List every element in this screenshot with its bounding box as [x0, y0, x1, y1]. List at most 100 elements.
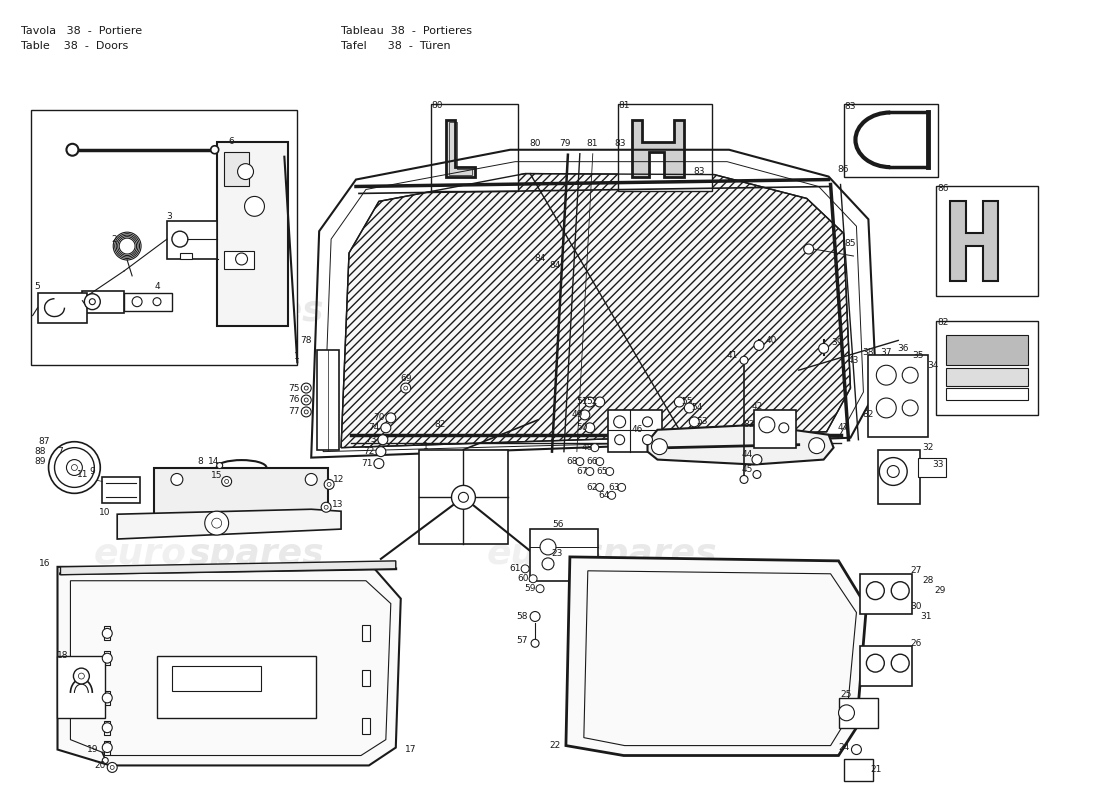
Circle shape [301, 395, 311, 405]
Circle shape [381, 423, 390, 433]
Circle shape [879, 458, 908, 486]
Circle shape [877, 398, 896, 418]
Bar [104, 691, 110, 705]
Text: 68: 68 [566, 457, 578, 466]
Text: 12: 12 [333, 475, 344, 484]
Text: 49: 49 [571, 410, 583, 419]
Circle shape [327, 482, 331, 486]
Polygon shape [565, 557, 867, 755]
Text: 38: 38 [862, 348, 874, 357]
Text: 10: 10 [99, 508, 110, 517]
Bar [223, 152, 249, 186]
Text: 86: 86 [838, 165, 849, 174]
Text: 24: 24 [838, 743, 849, 752]
Polygon shape [648, 425, 834, 465]
Bar [82, 290, 124, 313]
Circle shape [642, 417, 652, 427]
Circle shape [102, 742, 112, 753]
Text: 57: 57 [516, 636, 528, 645]
Text: 63: 63 [608, 483, 619, 492]
Text: 61: 61 [509, 564, 521, 574]
Circle shape [224, 479, 229, 483]
Text: 65: 65 [596, 467, 607, 476]
Circle shape [102, 693, 112, 703]
Text: 18: 18 [57, 650, 68, 660]
Text: 44: 44 [741, 450, 752, 459]
Bar [37, 293, 87, 322]
Circle shape [531, 639, 539, 647]
Bar [844, 759, 873, 782]
Circle shape [752, 454, 762, 465]
Text: 41: 41 [726, 351, 738, 360]
Circle shape [585, 397, 595, 407]
Text: 56: 56 [552, 520, 563, 529]
Circle shape [615, 434, 625, 445]
Circle shape [324, 479, 334, 490]
Text: 71: 71 [361, 459, 373, 468]
Circle shape [48, 442, 100, 494]
Circle shape [89, 298, 96, 305]
Circle shape [585, 423, 595, 433]
Circle shape [674, 397, 684, 407]
Text: 8: 8 [197, 457, 202, 466]
Circle shape [529, 574, 537, 582]
Circle shape [72, 465, 77, 470]
Circle shape [305, 386, 308, 390]
Text: 74: 74 [368, 423, 379, 432]
Circle shape [132, 297, 142, 306]
Circle shape [891, 654, 910, 672]
Polygon shape [57, 567, 400, 766]
Text: 37: 37 [880, 348, 892, 357]
Bar [167, 222, 217, 259]
Text: 36: 36 [898, 344, 909, 353]
Bar [104, 741, 110, 754]
Text: 32: 32 [923, 443, 934, 452]
Bar [838, 698, 878, 728]
Circle shape [606, 467, 614, 475]
Text: 83: 83 [845, 102, 856, 110]
Circle shape [877, 366, 896, 385]
Circle shape [55, 448, 95, 487]
Bar [860, 646, 912, 686]
Text: 60: 60 [517, 574, 529, 583]
Circle shape [521, 565, 529, 573]
Circle shape [607, 491, 616, 499]
Text: 82: 82 [434, 420, 447, 430]
Text: 16: 16 [39, 559, 51, 568]
Polygon shape [631, 120, 684, 177]
Circle shape [301, 407, 311, 417]
Circle shape [804, 244, 814, 254]
Text: 88: 88 [35, 447, 46, 456]
Bar [530, 529, 597, 581]
Text: 83: 83 [614, 139, 626, 148]
Circle shape [211, 146, 219, 154]
Text: 86: 86 [937, 184, 949, 193]
Bar [317, 350, 339, 450]
Circle shape [779, 423, 789, 433]
Bar [157, 656, 316, 718]
Text: 25: 25 [840, 690, 852, 699]
Bar [57, 656, 106, 718]
Circle shape [153, 298, 161, 306]
Bar [362, 626, 370, 642]
Circle shape [305, 474, 317, 486]
Text: 82: 82 [862, 410, 874, 419]
Bar [180, 253, 191, 259]
Text: 15: 15 [211, 471, 222, 480]
Polygon shape [118, 510, 341, 539]
Text: 66: 66 [586, 457, 597, 466]
Circle shape [591, 444, 598, 452]
Circle shape [614, 416, 626, 428]
Circle shape [596, 458, 604, 466]
Circle shape [740, 475, 748, 483]
Circle shape [378, 434, 388, 445]
Text: 82: 82 [744, 420, 755, 430]
Text: 6: 6 [229, 138, 234, 146]
Text: 28: 28 [923, 576, 934, 586]
Text: 52: 52 [586, 398, 597, 406]
Circle shape [107, 762, 118, 772]
Circle shape [301, 383, 311, 393]
Circle shape [888, 466, 899, 478]
Circle shape [595, 397, 605, 407]
Circle shape [459, 492, 469, 502]
